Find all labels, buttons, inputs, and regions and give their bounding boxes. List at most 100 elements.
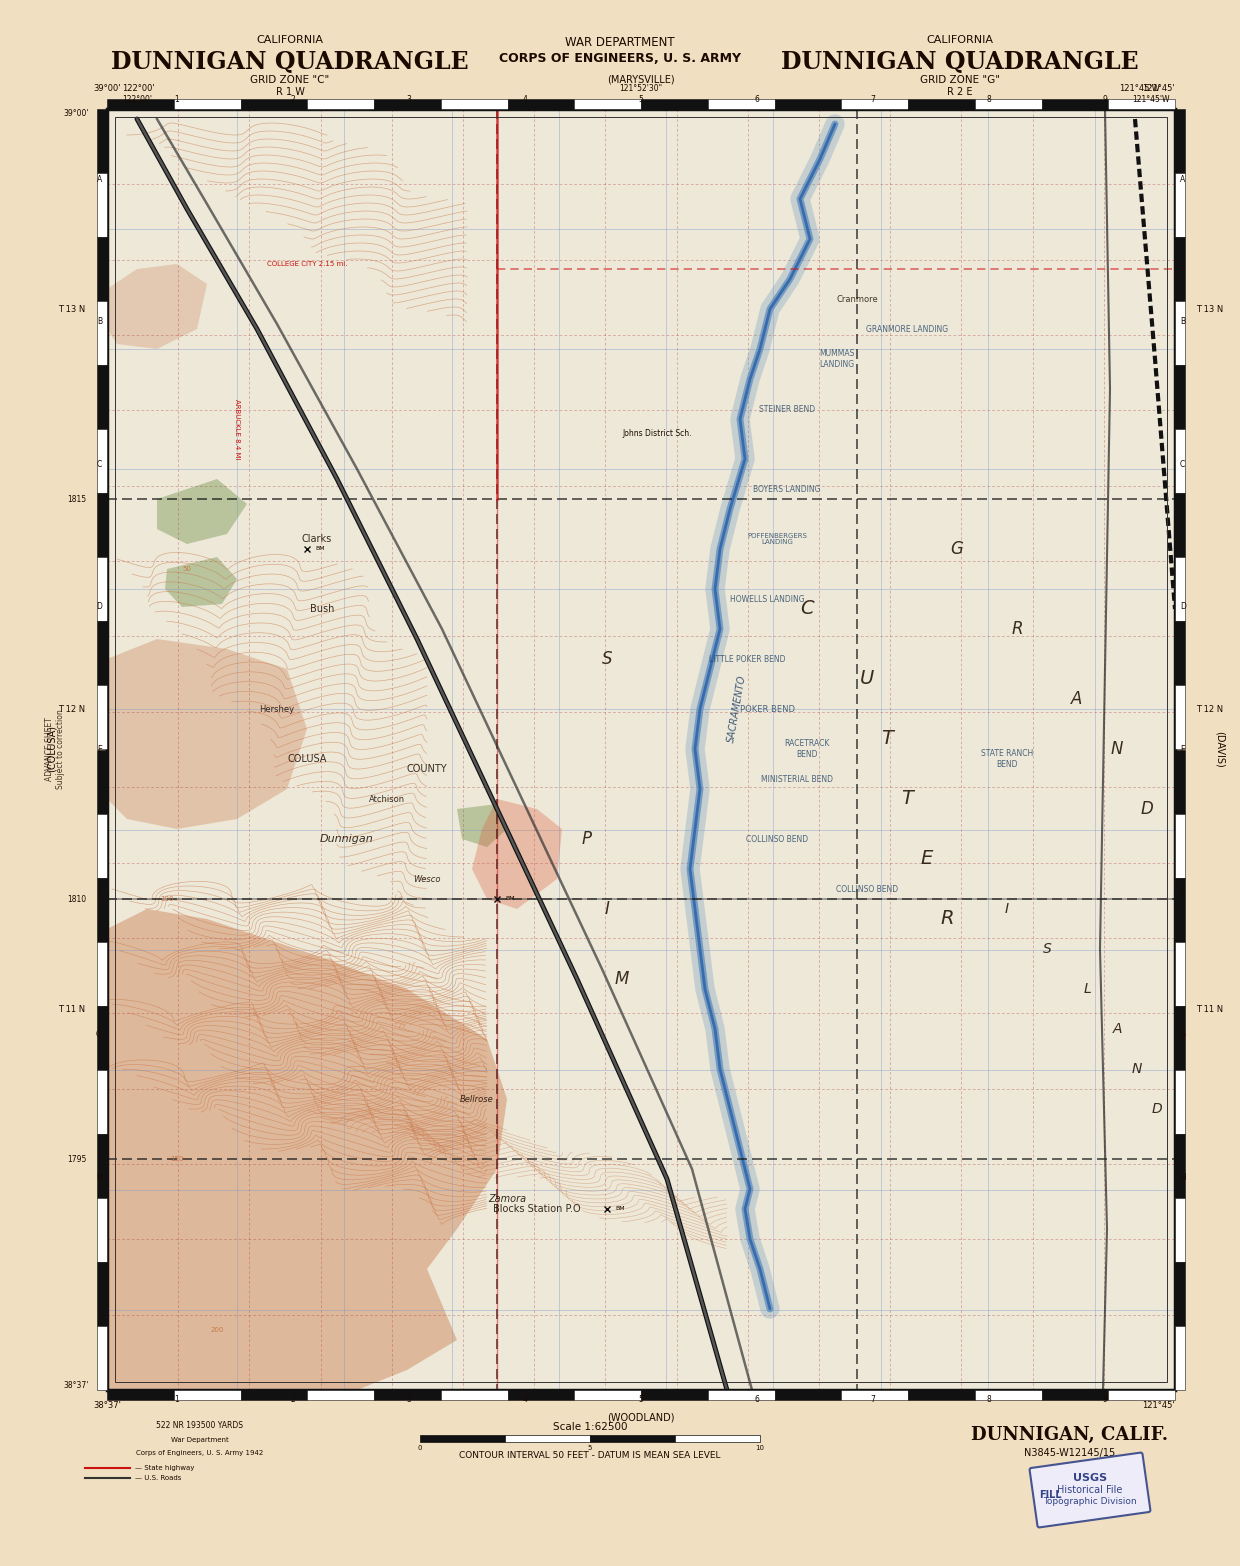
Text: BM: BM [505,896,515,902]
FancyBboxPatch shape [1029,1453,1151,1527]
Text: DUNNIGAN, CALIF.: DUNNIGAN, CALIF. [971,1427,1168,1444]
Text: E: E [1180,745,1184,753]
Text: 39°00': 39°00' [93,85,120,92]
Text: A: A [1071,691,1083,708]
Text: GRANMORE LANDING: GRANMORE LANDING [866,324,949,334]
Bar [174,1391,241,1400]
Text: 121°45'W: 121°45'W [1120,85,1159,92]
Bar [97,941,107,1005]
Bar [975,1391,1042,1400]
Bar [97,301,107,365]
Bar [107,110,1176,1391]
Text: D: D [97,603,102,611]
Bar [775,99,841,110]
Text: DUNNIGAN QUADRANGLE: DUNNIGAN QUADRANGLE [781,50,1138,74]
Text: War Department: War Department [171,1438,229,1442]
Text: Scale 1:62500: Scale 1:62500 [553,1422,627,1431]
Bar [908,99,975,110]
Text: (COLUSA): (COLUSA) [47,725,57,772]
Text: D: D [1141,800,1153,817]
Text: R: R [1012,620,1023,637]
Text: 3: 3 [407,1395,412,1405]
Text: WAR DEPARTMENT: WAR DEPARTMENT [565,36,675,49]
Text: 150: 150 [170,1156,184,1162]
Bar [708,99,775,110]
Text: HOWELLS LANDING: HOWELLS LANDING [729,595,805,603]
Bar [708,1391,775,1400]
Polygon shape [165,557,237,608]
Text: 39°00': 39°00' [63,110,89,117]
Bar [1176,750,1185,814]
Text: T 13 N: T 13 N [1197,304,1224,313]
Bar [507,99,574,110]
Bar [97,1070,107,1134]
Bar [308,99,374,110]
Bar [1109,1391,1176,1400]
Text: MUMMAS
LANDING: MUMMAS LANDING [820,349,854,368]
Bar [507,1391,574,1400]
Text: Cranmore: Cranmore [836,294,878,304]
Bar [97,1262,107,1326]
Text: G: G [1180,1030,1185,1040]
Text: COLLINSO BEND: COLLINSO BEND [836,885,898,894]
Bar [374,99,440,110]
Text: CORPS OF ENGINEERS, U. S. ARMY: CORPS OF ENGINEERS, U. S. ARMY [498,52,742,64]
Text: POFFENBERGERS
LANDING: POFFENBERGERS LANDING [746,532,807,545]
Bar [97,365,107,429]
Text: C: C [97,460,102,468]
Text: 50: 50 [182,565,191,572]
Text: 6: 6 [755,96,759,103]
Text: 10: 10 [755,1445,765,1452]
Text: Bush: Bush [310,604,335,614]
Text: H: H [1180,1173,1185,1182]
Bar [97,1005,107,1070]
Text: T 12 N: T 12 N [58,705,86,714]
Text: COUNTY: COUNTY [407,764,448,774]
Bar [241,99,308,110]
Text: 1815: 1815 [67,495,87,504]
Bar [908,1391,975,1400]
Bar [1176,1326,1185,1391]
Bar [975,99,1042,110]
Bar [97,429,107,493]
Text: I: I [605,900,609,918]
Text: COLLINSO BEND: COLLINSO BEND [746,835,808,844]
Text: E: E [921,849,934,869]
Text: C: C [800,600,813,619]
Text: GRID ZONE "G": GRID ZONE "G" [920,75,999,85]
Text: T: T [882,730,893,749]
Polygon shape [107,265,207,349]
Polygon shape [458,803,507,847]
Text: (MARYSVILLE): (MARYSVILLE) [608,74,675,85]
Bar [97,493,107,557]
Text: Atchison: Atchison [370,794,405,803]
Bar [841,99,908,110]
Bar [440,1391,507,1400]
Bar [241,1391,308,1400]
Bar [574,1391,641,1400]
Bar [97,557,107,622]
Bar [374,1391,440,1400]
Text: I: I [99,1315,102,1325]
Text: LITTLE POKER BEND: LITTLE POKER BEND [709,655,785,664]
Bar [1176,174,1185,236]
Text: 2: 2 [290,1395,295,1405]
Text: STEINER BEND: STEINER BEND [759,404,815,413]
Bar [1109,99,1176,110]
Text: FILL: FILL [1039,1489,1061,1500]
Text: T: T [901,789,913,808]
Text: 38°37': 38°37' [93,1402,122,1409]
Text: ARBUCKLE 8.4 MI: ARBUCKLE 8.4 MI [234,399,241,459]
Text: 5: 5 [639,1395,644,1405]
Text: 121°45'W: 121°45'W [1132,96,1171,103]
Bar [97,236,107,301]
Text: 4: 4 [522,1395,527,1405]
Text: 121°52'30": 121°52'30" [620,85,662,92]
Text: N: N [1132,1062,1142,1076]
Text: N: N [1111,741,1123,758]
Bar [590,1434,675,1442]
Text: 522 NR 193500 YARDS: 522 NR 193500 YARDS [156,1420,243,1430]
Bar [1176,814,1185,877]
Text: MINISTERIAL BEND: MINISTERIAL BEND [761,775,833,783]
Text: 1795: 1795 [67,1154,87,1164]
